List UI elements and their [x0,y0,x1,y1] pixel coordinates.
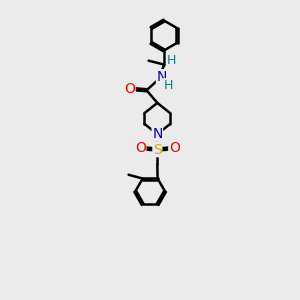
Text: H: H [164,79,173,92]
Text: N: N [152,127,163,141]
Text: O: O [169,141,180,155]
Text: N: N [157,70,167,84]
Text: H: H [167,54,176,67]
Text: O: O [124,82,135,96]
Text: S: S [153,142,162,157]
Text: O: O [135,141,146,155]
